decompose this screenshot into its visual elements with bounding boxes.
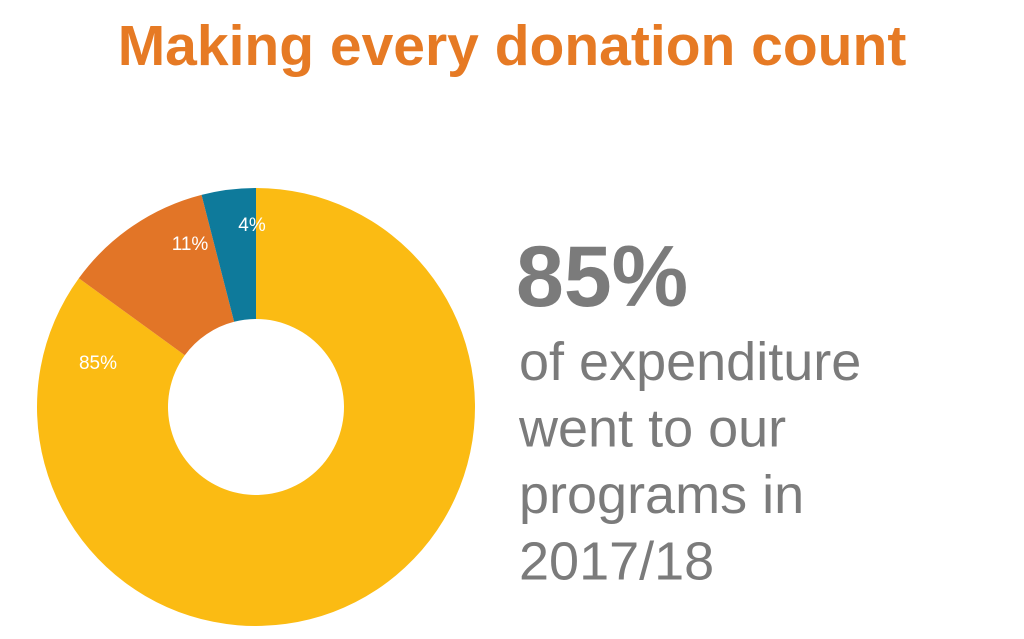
value-label: 4% — [238, 215, 266, 236]
value-label: 11% — [172, 234, 209, 255]
pie-slice — [201, 188, 256, 322]
chart-title: Making every donation count — [118, 14, 907, 78]
pie-slice — [78, 194, 235, 356]
annotation-line: went to our — [518, 399, 786, 459]
pie-slice — [36, 188, 476, 626]
annotation-line: of expenditure — [519, 332, 861, 392]
annotation-line: 2017/18 — [519, 532, 714, 592]
annotation-line: programs in — [519, 465, 804, 525]
value-label: 85% — [79, 353, 117, 374]
annotation-headline: 85% — [516, 229, 688, 325]
